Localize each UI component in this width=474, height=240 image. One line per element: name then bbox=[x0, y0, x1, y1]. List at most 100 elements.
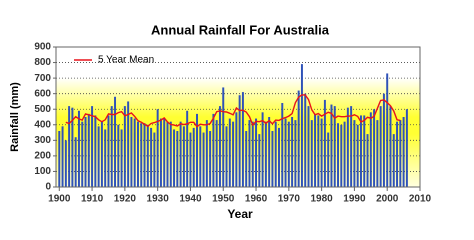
bar bbox=[274, 121, 277, 187]
bar bbox=[182, 126, 185, 187]
bar bbox=[284, 118, 287, 187]
x-tick-label: 2000 bbox=[376, 194, 399, 205]
bar bbox=[74, 137, 77, 187]
bar bbox=[238, 95, 241, 187]
bar bbox=[382, 93, 385, 187]
x-tick-label: 1990 bbox=[343, 194, 366, 205]
bar bbox=[163, 118, 166, 187]
bar bbox=[235, 112, 238, 187]
bar bbox=[94, 115, 97, 187]
bar bbox=[153, 132, 156, 187]
bar bbox=[225, 126, 228, 187]
bar bbox=[173, 129, 176, 187]
bar bbox=[251, 121, 254, 187]
bar bbox=[258, 134, 261, 187]
bar bbox=[353, 120, 356, 187]
plot-frame bbox=[55, 46, 421, 188]
bar bbox=[291, 117, 294, 187]
bar bbox=[114, 96, 117, 187]
bar bbox=[61, 126, 64, 187]
bar bbox=[123, 106, 126, 187]
bar bbox=[278, 127, 280, 187]
bar bbox=[330, 104, 333, 187]
y-tick-label: 500 bbox=[34, 104, 51, 115]
bar bbox=[343, 121, 346, 187]
bar bbox=[143, 123, 146, 187]
x-tick-label: 1970 bbox=[278, 194, 301, 205]
y-tick-label: 900 bbox=[34, 42, 51, 53]
bar bbox=[176, 131, 179, 187]
bar bbox=[212, 113, 215, 187]
bar bbox=[373, 109, 376, 187]
bar bbox=[281, 103, 284, 187]
bar bbox=[199, 126, 202, 187]
mean-line bbox=[65, 94, 401, 128]
x-axis-label: Year bbox=[227, 207, 253, 221]
bar bbox=[127, 101, 130, 187]
bar bbox=[58, 131, 61, 187]
y-tick-label: 400 bbox=[34, 119, 51, 130]
bar bbox=[405, 109, 408, 187]
bar bbox=[120, 129, 123, 187]
bar bbox=[140, 123, 143, 187]
bar bbox=[179, 121, 182, 187]
bar bbox=[261, 112, 264, 187]
legend-label: 5 Year Mean bbox=[98, 55, 154, 66]
bar bbox=[356, 124, 359, 187]
bar bbox=[68, 106, 71, 187]
bar bbox=[376, 120, 379, 187]
bar bbox=[97, 126, 100, 187]
bar bbox=[133, 118, 136, 187]
bar bbox=[84, 117, 87, 187]
bar bbox=[379, 106, 382, 187]
y-tick-label: 700 bbox=[34, 73, 51, 84]
bar bbox=[117, 124, 120, 187]
bar bbox=[327, 132, 330, 187]
bar bbox=[146, 124, 149, 187]
bar bbox=[307, 106, 310, 187]
bar bbox=[389, 106, 392, 187]
bar bbox=[271, 131, 274, 187]
x-tick-label: 2010 bbox=[409, 194, 432, 205]
bar bbox=[297, 90, 300, 187]
bar bbox=[209, 131, 212, 187]
bar bbox=[192, 127, 195, 187]
bar bbox=[287, 121, 290, 187]
bar bbox=[64, 140, 67, 187]
bar bbox=[110, 106, 113, 187]
bar bbox=[268, 117, 271, 187]
y-tick-label: 300 bbox=[34, 135, 51, 146]
x-tick-label: 1930 bbox=[147, 194, 170, 205]
bar bbox=[130, 117, 133, 187]
bar bbox=[317, 115, 320, 187]
bar bbox=[228, 118, 231, 187]
bar bbox=[71, 107, 74, 187]
bar bbox=[77, 110, 80, 187]
bar bbox=[300, 64, 303, 187]
y-tick-label: 200 bbox=[34, 151, 51, 162]
bar bbox=[81, 121, 84, 187]
bar bbox=[241, 92, 244, 187]
bar bbox=[136, 121, 139, 187]
bar bbox=[215, 120, 218, 187]
x-tick-label: 1920 bbox=[114, 194, 137, 205]
y-tick-label: 0 bbox=[45, 182, 51, 193]
plot-area bbox=[56, 47, 420, 187]
bar bbox=[218, 106, 221, 187]
y-tick-label: 100 bbox=[34, 166, 51, 177]
x-tick-label: 1980 bbox=[310, 194, 333, 205]
bar bbox=[320, 118, 323, 187]
bar bbox=[222, 87, 225, 187]
bar bbox=[304, 93, 307, 187]
bar bbox=[399, 120, 402, 187]
x-tick-label: 1900 bbox=[48, 194, 71, 205]
bar bbox=[392, 134, 395, 187]
bar bbox=[294, 120, 297, 187]
bar bbox=[310, 120, 313, 187]
bar bbox=[196, 113, 198, 187]
bar bbox=[333, 106, 336, 187]
bar bbox=[359, 115, 362, 187]
y-axis-label: Rainfall (mm) bbox=[9, 82, 21, 152]
bar bbox=[91, 106, 94, 187]
bar bbox=[100, 121, 103, 187]
